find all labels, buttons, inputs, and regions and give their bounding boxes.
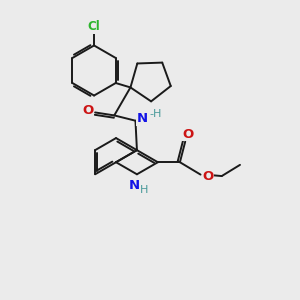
Text: O: O bbox=[182, 128, 194, 141]
Text: N: N bbox=[136, 112, 148, 125]
Text: N: N bbox=[128, 179, 140, 192]
Text: Cl: Cl bbox=[87, 20, 100, 33]
Text: O: O bbox=[82, 104, 93, 118]
Text: -H: -H bbox=[149, 109, 162, 119]
Text: H: H bbox=[140, 184, 148, 195]
Text: O: O bbox=[202, 169, 214, 183]
